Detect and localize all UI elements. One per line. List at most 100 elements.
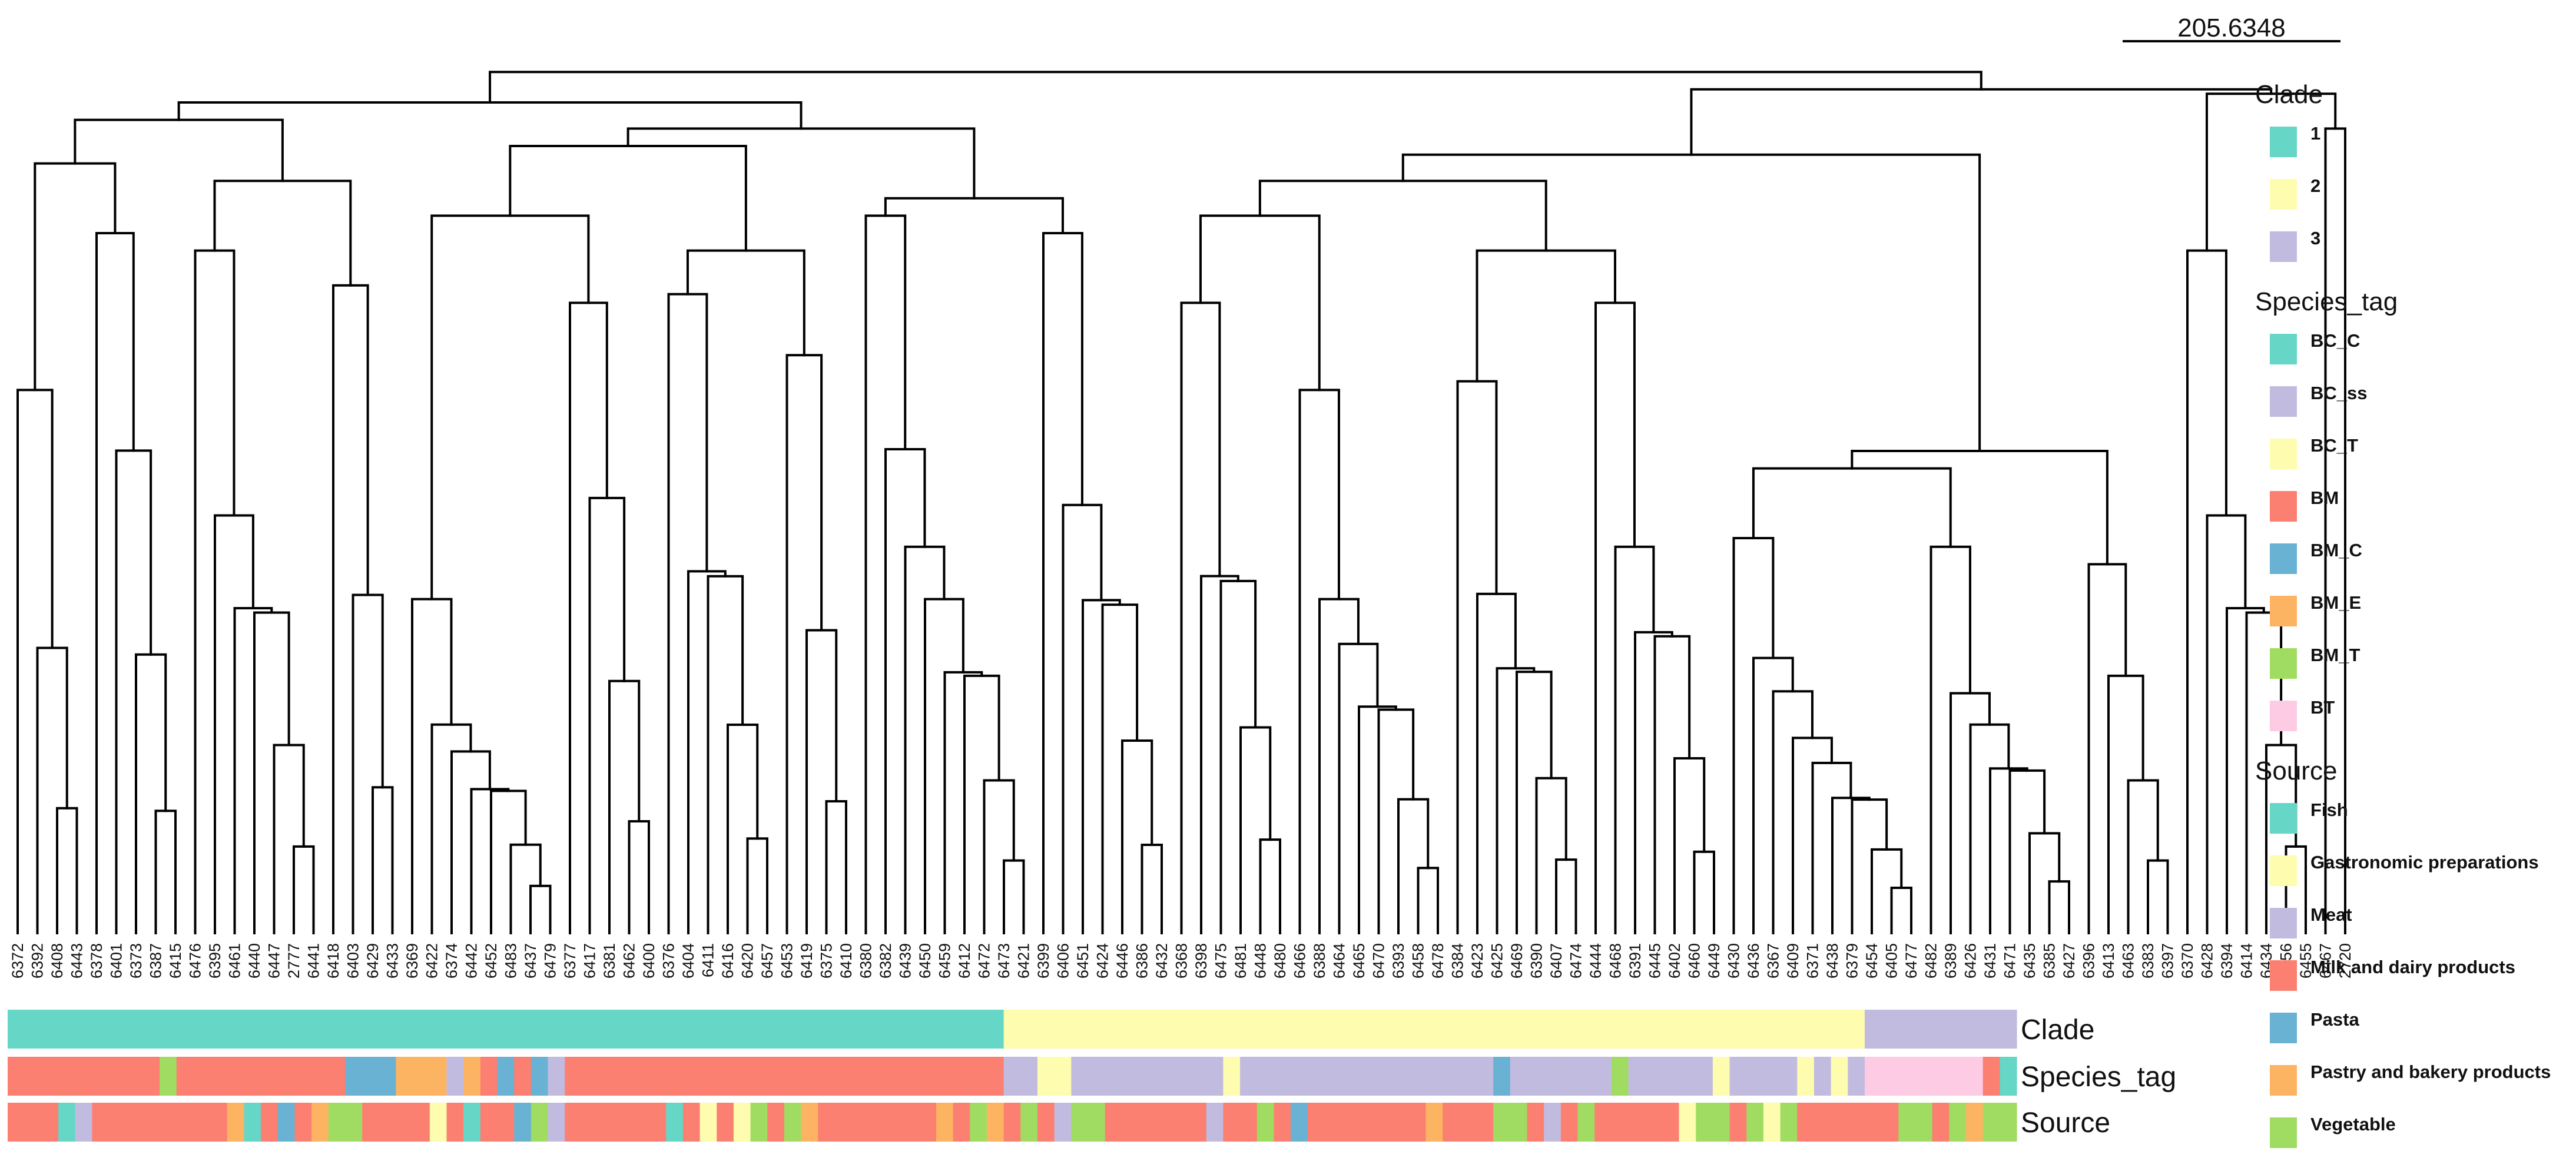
tree-branch: [509, 843, 542, 934]
track-cell: [615, 1010, 633, 1049]
tree-branch: [2028, 832, 2061, 934]
track-cell: [142, 1010, 160, 1049]
track-cell: [497, 1103, 515, 1142]
track-cell: [834, 1057, 853, 1096]
track-cell: [1628, 1010, 1646, 1049]
track-cell: [1493, 1057, 1511, 1096]
leaf-label: 6437: [522, 943, 539, 978]
track-cell: [1679, 1010, 1696, 1049]
legend-item-label: Gastronomic preparations: [2310, 852, 2539, 873]
tree-branch: [154, 810, 177, 934]
track-cell: [24, 1010, 42, 1049]
track-cell: [1696, 1057, 1713, 1096]
legend-swatch: [2270, 231, 2297, 262]
tree-branch: [1890, 886, 1912, 934]
legend-swatch: [2270, 596, 2297, 626]
leaf-label: 6416: [719, 943, 737, 978]
tree-branch: [1831, 797, 1871, 934]
track-cell: [565, 1057, 582, 1096]
leaf-label: 6397: [2159, 943, 2177, 978]
tree-branch: [884, 197, 1064, 234]
track-cell: [41, 1103, 59, 1142]
leaf-label: 6463: [2120, 943, 2137, 978]
leaf-label: 6374: [443, 943, 460, 978]
tree-branch: [36, 646, 68, 934]
track-cell: [1848, 1103, 1865, 1142]
track-cell: [142, 1057, 160, 1096]
track-cell: [1375, 1057, 1393, 1096]
tree-branch: [1358, 705, 1397, 934]
track-cell: [1594, 1057, 1612, 1096]
track-cell: [1003, 1010, 1021, 1049]
track-cell: [1088, 1057, 1106, 1096]
track-cell: [717, 1010, 734, 1049]
track-cell: [1122, 1010, 1139, 1049]
leaf-label: 6438: [1824, 943, 1841, 978]
track-cell: [1037, 1057, 1055, 1096]
track-cell: [396, 1103, 413, 1142]
track-cell: [1544, 1103, 1561, 1142]
track-cell: [581, 1057, 599, 1096]
tree-branch: [1200, 575, 1239, 934]
track-cell: [1071, 1103, 1089, 1142]
track-cell: [970, 1103, 987, 1142]
track-cell: [58, 1103, 76, 1142]
leaf-label: 6452: [482, 943, 500, 978]
leaf-label: 6444: [1587, 943, 1604, 978]
track-cell: [311, 1103, 329, 1142]
track-cell: [1425, 1010, 1443, 1049]
track-cell: [1088, 1103, 1106, 1142]
track-cell: [818, 1010, 836, 1049]
track-cell: [413, 1057, 430, 1096]
legend-item-label: BC_T: [2310, 435, 2358, 456]
leaf-label: 6448: [1252, 943, 1269, 978]
leaf-label: 6471: [2001, 943, 2019, 978]
track-cell: [1831, 1010, 1848, 1049]
track-cell: [919, 1103, 937, 1142]
leaf-label: 6466: [1291, 943, 1309, 978]
track-cell: [1425, 1057, 1443, 1096]
tree-branch: [1871, 848, 1903, 934]
tree-branch: [2107, 674, 2144, 934]
track-cell: [514, 1103, 532, 1142]
leaf-label: 6428: [2199, 943, 2216, 978]
track-cell: [1375, 1010, 1393, 1049]
track-cell: [1392, 1103, 1410, 1142]
track-cell: [1510, 1010, 1528, 1049]
legend-title: Clade: [2255, 80, 2323, 109]
leaf-label: 6462: [621, 943, 638, 978]
leaf-label: 6375: [818, 943, 836, 978]
track-cell: [531, 1057, 549, 1096]
track-cell: [1645, 1057, 1663, 1096]
leaf-label: 6369: [403, 943, 421, 978]
tree-branch: [1851, 798, 1888, 934]
tree-branch: [1673, 757, 1706, 934]
track-cell: [1206, 1057, 1224, 1096]
tree-branch: [746, 837, 768, 934]
legend-item-label: 1: [2310, 123, 2320, 144]
track-cell: [1594, 1010, 1612, 1049]
track-cell: [1476, 1103, 1494, 1142]
leaf-label: 6440: [246, 943, 263, 978]
track-cell: [210, 1103, 228, 1142]
track-cell: [396, 1057, 413, 1096]
track-cell: [1223, 1103, 1241, 1142]
track-cell: [244, 1057, 261, 1096]
track-cell: [142, 1103, 160, 1142]
track-cell: [1780, 1010, 1798, 1049]
legend-item-label: BM_T: [2310, 645, 2360, 665]
leaf-label: 6405: [1883, 943, 1901, 978]
track-cell: [1982, 1010, 2000, 1049]
leaf-label: 6479: [542, 943, 559, 978]
track-cell: [1443, 1057, 1460, 1096]
leaf-label: 6480: [1271, 943, 1289, 978]
leaf-label: 6442: [463, 943, 480, 978]
leaf-label: 6422: [423, 943, 441, 978]
leaf-label: 6461: [226, 943, 244, 978]
track-cell: [1746, 1010, 1764, 1049]
leaf-label: 6424: [1094, 943, 1112, 978]
leaf-label: 6379: [1844, 943, 1861, 978]
track-cell: [970, 1010, 987, 1049]
track-cell: [413, 1103, 430, 1142]
